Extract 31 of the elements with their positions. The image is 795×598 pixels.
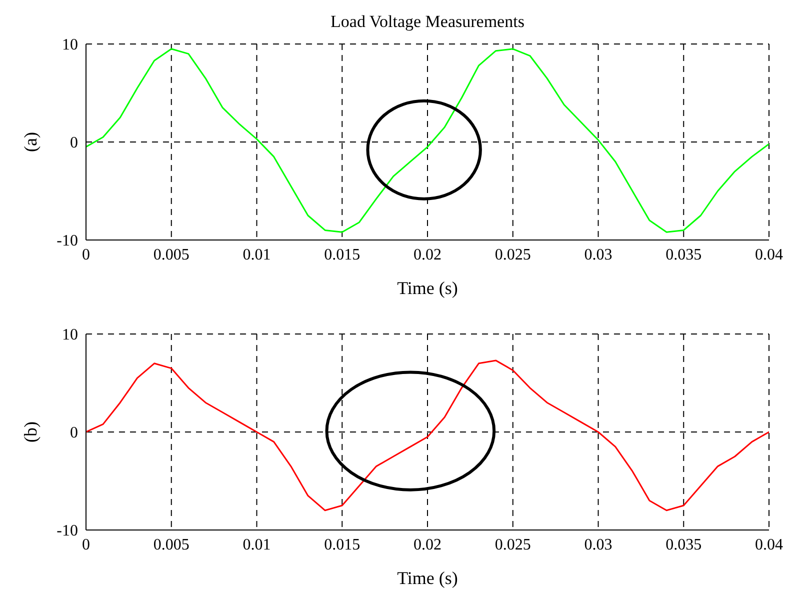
x-tick-label: 0.035 bbox=[666, 246, 702, 264]
y-axis-title: (b) bbox=[20, 422, 40, 442]
x-tick-label: 0.01 bbox=[242, 536, 271, 554]
x-tick-label: 0.03 bbox=[584, 246, 612, 264]
x-tick-label: 0.005 bbox=[153, 246, 190, 264]
y-tick-label: 0 bbox=[70, 424, 78, 442]
x-axis-title: Time (s) bbox=[397, 568, 458, 588]
x-tick-label: 0.015 bbox=[324, 536, 360, 554]
line-series bbox=[86, 360, 769, 512]
x-axis-title: Time (s) bbox=[397, 278, 458, 298]
y-tick-label: -10 bbox=[56, 232, 78, 250]
x-tick-label: 0.005 bbox=[153, 536, 190, 554]
x-tick-label: 0.04 bbox=[755, 536, 783, 554]
line-series bbox=[86, 48, 769, 233]
y-tick-label: 10 bbox=[62, 36, 78, 54]
x-tick-label: 0.035 bbox=[666, 536, 702, 554]
x-tick-label: 0.02 bbox=[414, 246, 442, 264]
x-tick-label: 0 bbox=[82, 536, 90, 554]
y-tick-label: -10 bbox=[56, 522, 78, 540]
x-tick-label: 0.04 bbox=[755, 246, 783, 264]
x-tick-label: 0.015 bbox=[324, 246, 360, 264]
y-tick-label: 10 bbox=[62, 326, 78, 344]
x-tick-label: 0.01 bbox=[242, 246, 271, 264]
x-tick-label: 0.02 bbox=[414, 536, 442, 554]
y-tick-label: 0 bbox=[70, 134, 78, 152]
chart-title: Load Voltage Measurements bbox=[330, 12, 526, 32]
x-tick-label: 0.025 bbox=[494, 536, 531, 554]
y-axis-title: (a) bbox=[20, 132, 40, 152]
x-tick-label: 0.025 bbox=[494, 246, 531, 264]
x-tick-label: 0.03 bbox=[584, 536, 612, 554]
x-tick-label: 0 bbox=[82, 246, 90, 264]
